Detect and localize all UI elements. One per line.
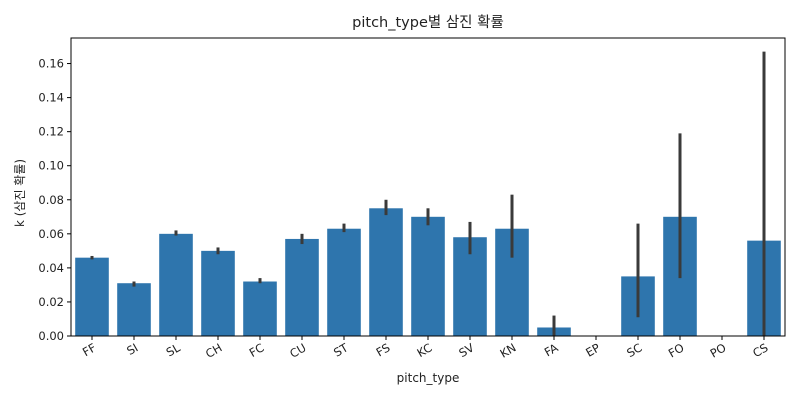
bar-KC	[411, 216, 445, 336]
x-tick-label-FS: FS	[374, 340, 393, 359]
y-axis-label: k (삼진 확률)	[13, 159, 27, 227]
x-tick-label-CS: CS	[750, 340, 770, 360]
chart-title: pitch_type별 삼진 확률	[352, 14, 504, 31]
bar-ST	[327, 228, 361, 336]
x-tick-label-ST: ST	[331, 340, 351, 360]
bar-FS	[369, 208, 403, 336]
y-tick-label: 0.00	[38, 329, 64, 343]
plot-area: 0.00 0.02 0.04 0.06 0.08 0.10 0.12 0.14 0.16 FF SI…	[38, 37, 786, 361]
x-tick-label-KN: KN	[498, 340, 519, 360]
y-tick-label: 0.02	[38, 295, 64, 309]
y-tick-label: 0.08	[38, 193, 64, 207]
x-axis-label: pitch_type	[397, 371, 460, 385]
y-tick-label: 0.12	[38, 125, 64, 139]
x-tick-label-PO: PO	[708, 340, 729, 360]
x-tick-label-SV: SV	[456, 340, 476, 360]
x-tick-label-SI: SI	[124, 340, 140, 357]
bar-SI	[117, 283, 151, 336]
bar-FF	[75, 257, 109, 336]
y-tick-label: 0.16	[38, 57, 64, 71]
x-tick-label-FC: FC	[247, 340, 267, 359]
bar-FC	[243, 281, 277, 336]
x-tick-label-SL: SL	[164, 340, 183, 359]
bar-SL	[159, 233, 193, 336]
y-tick-label: 0.04	[38, 261, 64, 275]
y-tick-label: 0.14	[38, 91, 64, 105]
x-tick-label-FO: FO	[666, 340, 687, 360]
x-tick-label-FA: FA	[542, 340, 561, 359]
x-tick-label-SC: SC	[624, 340, 644, 360]
x-tick-label-EP: EP	[583, 340, 602, 359]
y-tick-label: 0.10	[38, 159, 64, 173]
bar-CU	[285, 238, 319, 336]
x-tick-label-FF: FF	[80, 340, 98, 359]
x-tick-label-KC: KC	[415, 340, 435, 360]
y-tick-label: 0.06	[38, 227, 64, 241]
x-tick-label-CU: CU	[287, 340, 308, 360]
x-tick-label-CH: CH	[203, 340, 224, 360]
bar-CH	[201, 250, 235, 336]
